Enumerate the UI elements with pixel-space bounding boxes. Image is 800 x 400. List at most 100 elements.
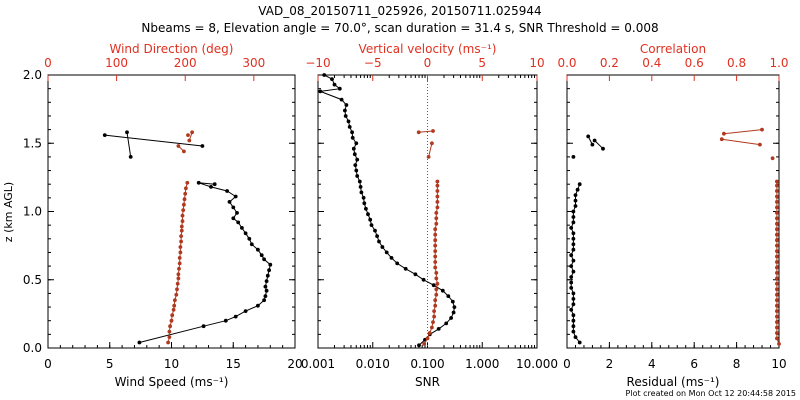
data-point-primary bbox=[571, 258, 576, 263]
data-point-secondary bbox=[775, 232, 779, 237]
x-tick-label: 20 bbox=[287, 357, 302, 371]
data-point-secondary bbox=[775, 249, 779, 254]
x-axis-label: SNR bbox=[415, 375, 440, 389]
data-point-secondary bbox=[775, 271, 779, 275]
data-point-secondary bbox=[434, 287, 439, 292]
data-point-primary bbox=[440, 288, 445, 293]
data-point-primary bbox=[343, 108, 347, 113]
data-point-primary bbox=[225, 189, 230, 193]
data-point-secondary bbox=[175, 287, 179, 292]
x2-tick-label: 0.8 bbox=[727, 56, 746, 70]
data-point-primary bbox=[569, 253, 574, 258]
data-point-primary bbox=[227, 200, 232, 204]
data-point-primary bbox=[355, 157, 360, 162]
isolated-point-primary bbox=[571, 155, 576, 159]
data-point-secondary bbox=[775, 254, 779, 259]
data-point-primary bbox=[364, 206, 368, 211]
y-tick-label: 1.0 bbox=[23, 205, 42, 219]
data-point-secondary bbox=[434, 276, 439, 281]
data-point-secondary bbox=[435, 205, 440, 210]
isolated-point-primary bbox=[601, 146, 605, 151]
data-point-secondary bbox=[181, 208, 186, 213]
x-tick-label: 5 bbox=[106, 357, 114, 371]
data-point-primary bbox=[569, 226, 574, 230]
data-point-secondary bbox=[775, 309, 779, 313]
data-point-primary bbox=[259, 253, 264, 258]
data-point-primary bbox=[233, 194, 238, 199]
x-tick-label: 10 bbox=[164, 357, 179, 371]
data-point-primary bbox=[223, 318, 228, 323]
x2-axis-label: Vertical velocity (ms⁻¹) bbox=[359, 42, 497, 56]
data-point-primary bbox=[196, 180, 201, 185]
panel-snr: 0.001 0.010 0.100 1.000 10.000 SNR −10 −5 0 5 10 Ve… bbox=[301, 42, 558, 389]
data-point-secondary bbox=[775, 183, 779, 188]
data-point-primary bbox=[346, 119, 351, 124]
data-point-secondary bbox=[775, 238, 779, 243]
data-point-secondary bbox=[435, 189, 440, 193]
data-point-primary bbox=[368, 217, 373, 222]
data-point-primary bbox=[337, 86, 342, 91]
x2-tick-label: 1.0 bbox=[769, 56, 788, 70]
panel-residual: 0 2 4 6 8 10 Residual (ms⁻¹) 0.0 0.2 0.4 0.6 0.8 1.0… bbox=[557, 42, 788, 389]
data-point-primary bbox=[249, 242, 254, 247]
isolated-segment-secondary bbox=[721, 138, 760, 146]
data-point-secondary bbox=[167, 329, 172, 334]
data-point-primary bbox=[452, 305, 457, 309]
data-point-secondary bbox=[179, 234, 184, 239]
data-point-primary bbox=[421, 277, 426, 282]
data-point-primary bbox=[571, 231, 576, 236]
data-point-primary bbox=[571, 242, 576, 247]
x2-tick-label: 0.0 bbox=[557, 56, 576, 70]
data-point-secondary bbox=[175, 281, 180, 286]
data-point-secondary bbox=[177, 261, 182, 266]
data-point-primary bbox=[256, 303, 260, 308]
x-axis-label: Wind Speed (ms⁻¹) bbox=[115, 375, 229, 389]
data-point-primary bbox=[571, 313, 576, 318]
figure-subtitle: Nbeams = 8, Elevation angle = 70.0°, sca… bbox=[141, 21, 658, 35]
data-point-secondary bbox=[775, 227, 779, 232]
data-point-primary bbox=[231, 216, 236, 221]
isolated-segment-primary bbox=[594, 140, 604, 150]
data-point-primary bbox=[267, 268, 271, 273]
data-point-primary bbox=[264, 279, 269, 283]
x2-tick-label: −10 bbox=[305, 56, 330, 70]
isolated-segment-primary bbox=[104, 134, 203, 147]
plot-footer: Plot created on Mon Oct 12 20:44:58 2015 bbox=[626, 389, 796, 398]
data-point-primary bbox=[395, 261, 400, 266]
y-tick-label: 1.5 bbox=[23, 136, 42, 150]
isolated-point-primary bbox=[590, 142, 595, 147]
data-point-primary bbox=[384, 250, 389, 255]
data-point-secondary bbox=[433, 238, 438, 243]
data-point-secondary bbox=[180, 219, 185, 224]
data-point-primary bbox=[571, 209, 576, 214]
data-point-secondary bbox=[432, 314, 436, 319]
isolated-point-secondary bbox=[416, 130, 421, 135]
isolated-point-secondary bbox=[176, 144, 181, 148]
data-point-secondary bbox=[775, 325, 779, 330]
data-point-secondary bbox=[775, 298, 779, 303]
isolated-point-secondary bbox=[719, 137, 724, 142]
data-point-primary bbox=[339, 97, 344, 102]
data-point-primary bbox=[575, 187, 580, 192]
isolated-segment-secondary bbox=[418, 130, 434, 133]
data-point-primary bbox=[236, 220, 241, 225]
data-point-primary bbox=[573, 335, 578, 339]
x2-tick-label: 0.6 bbox=[685, 56, 704, 70]
data-point-secondary bbox=[169, 318, 174, 323]
isolated-point-secondary bbox=[190, 130, 195, 135]
x-axis-label: Residual (ms⁻¹) bbox=[627, 375, 720, 389]
data-point-primary bbox=[373, 228, 377, 233]
data-point-secondary bbox=[432, 309, 436, 313]
data-point-secondary bbox=[775, 194, 779, 199]
data-point-secondary bbox=[775, 287, 779, 292]
data-point-primary bbox=[353, 163, 358, 168]
data-point-secondary bbox=[433, 243, 438, 248]
data-point-primary bbox=[569, 307, 574, 312]
data-point-primary bbox=[571, 220, 576, 225]
isolated-point-secondary bbox=[430, 141, 434, 146]
data-point-secondary bbox=[775, 243, 779, 248]
data-point-primary bbox=[569, 264, 574, 268]
x2-axis-label: Correlation bbox=[640, 42, 706, 56]
x-tick-label: 6 bbox=[690, 357, 698, 371]
